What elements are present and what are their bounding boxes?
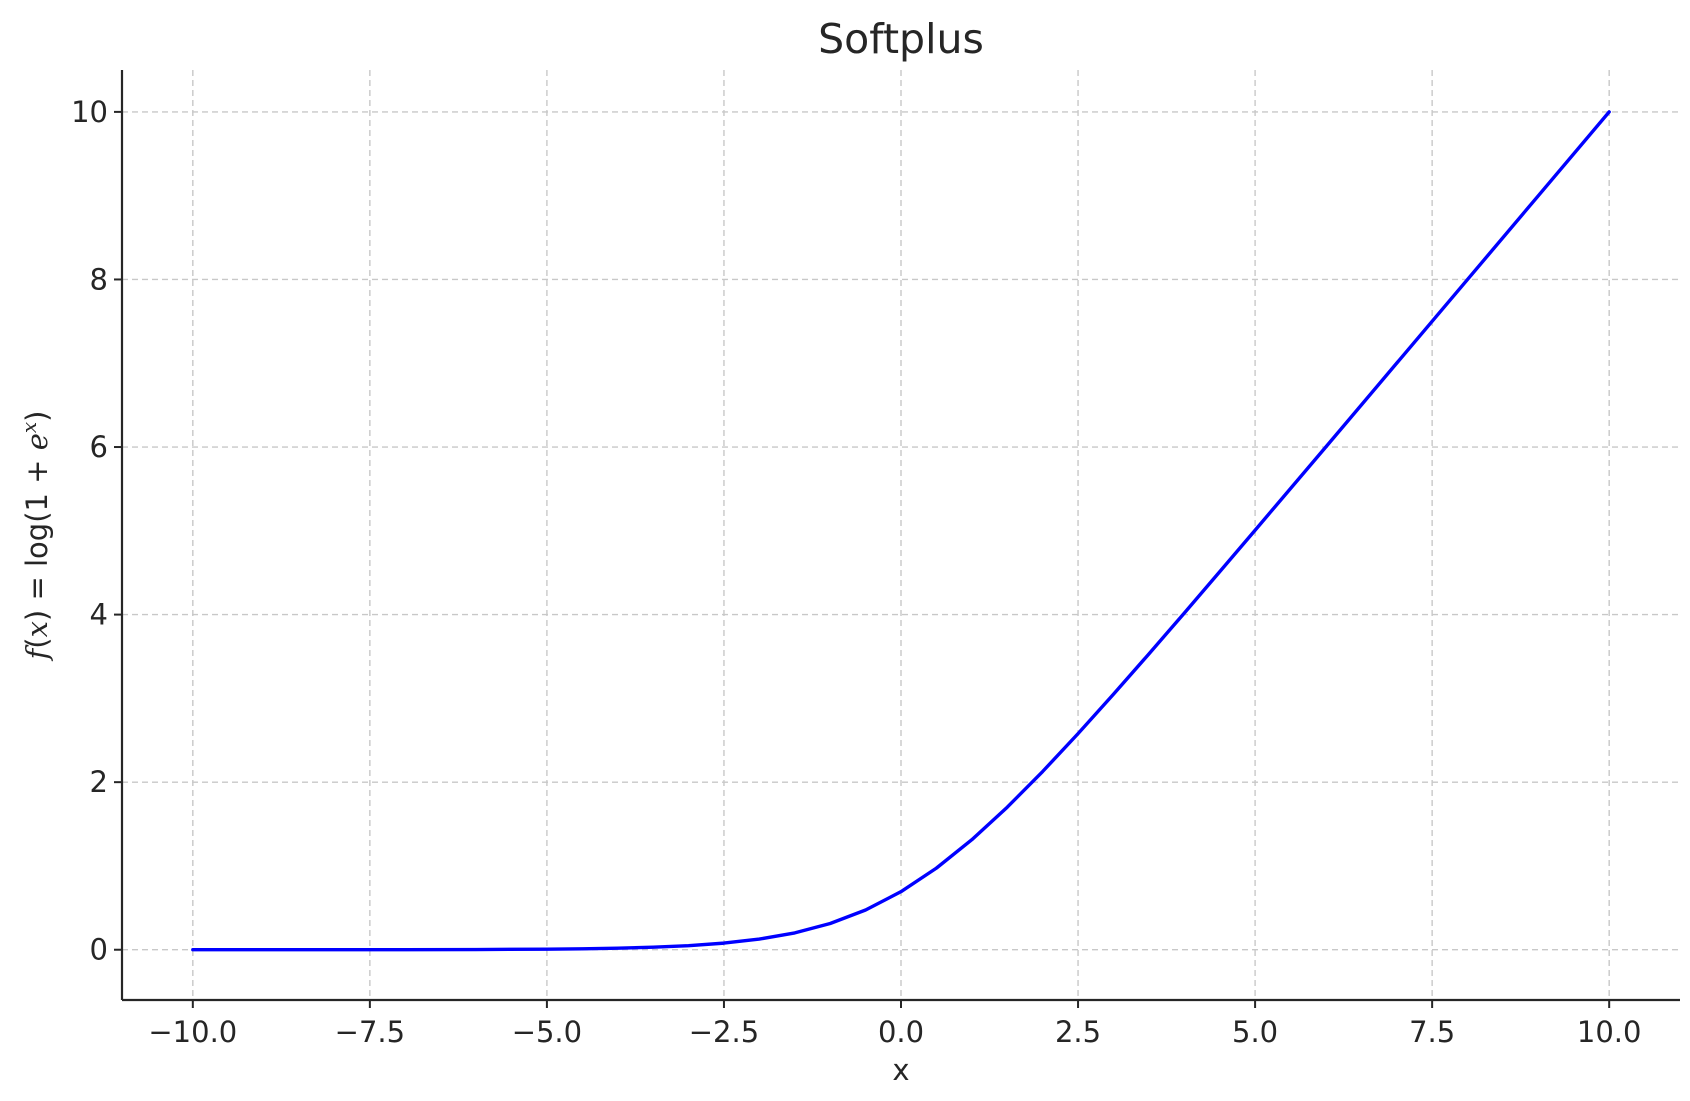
x-tick-label: 7.5 [1409, 1015, 1455, 1049]
y-label-middle: ) = log(1 + [20, 450, 54, 621]
y-label-close: ) [20, 411, 54, 422]
grid [122, 70, 1680, 1000]
x-ticks: −10.0 −7.5 −5.0 −2.5 0.0 2.5 5.0 7.5 10.0 [148, 1000, 1641, 1049]
y-tick-label: 6 [90, 430, 108, 464]
x-tick-label: 10.0 [1577, 1015, 1642, 1049]
x-tick-label: 2.5 [1055, 1015, 1101, 1049]
y-axis-label: f(x) = log(1 + ex) [17, 411, 54, 662]
y-tick-label: 2 [90, 765, 108, 799]
y-label-x: x [20, 621, 54, 637]
chart-title: Softplus [818, 15, 984, 63]
x-tick-label: 5.0 [1232, 1015, 1278, 1049]
x-tick-label: −2.5 [689, 1015, 759, 1049]
x-tick-label: −5.0 [512, 1015, 582, 1049]
y-ticks: 0 2 4 6 8 10 [71, 95, 122, 967]
softplus-line [191, 110, 1611, 952]
x-tick-label: 0.0 [878, 1015, 924, 1049]
series-layer [191, 110, 1611, 952]
y-tick-label: 10 [71, 95, 108, 129]
x-axis-label: x [892, 1053, 909, 1087]
y-label-open: ( [20, 637, 54, 648]
y-tick-label: 8 [90, 262, 108, 296]
y-label-sup: x [17, 422, 41, 433]
y-tick-label: 0 [90, 933, 108, 967]
x-tick-label: −10.0 [148, 1015, 237, 1049]
y-tick-label: 4 [90, 598, 108, 632]
y-label-e: e [20, 433, 54, 450]
x-tick-label: −7.5 [335, 1015, 405, 1049]
